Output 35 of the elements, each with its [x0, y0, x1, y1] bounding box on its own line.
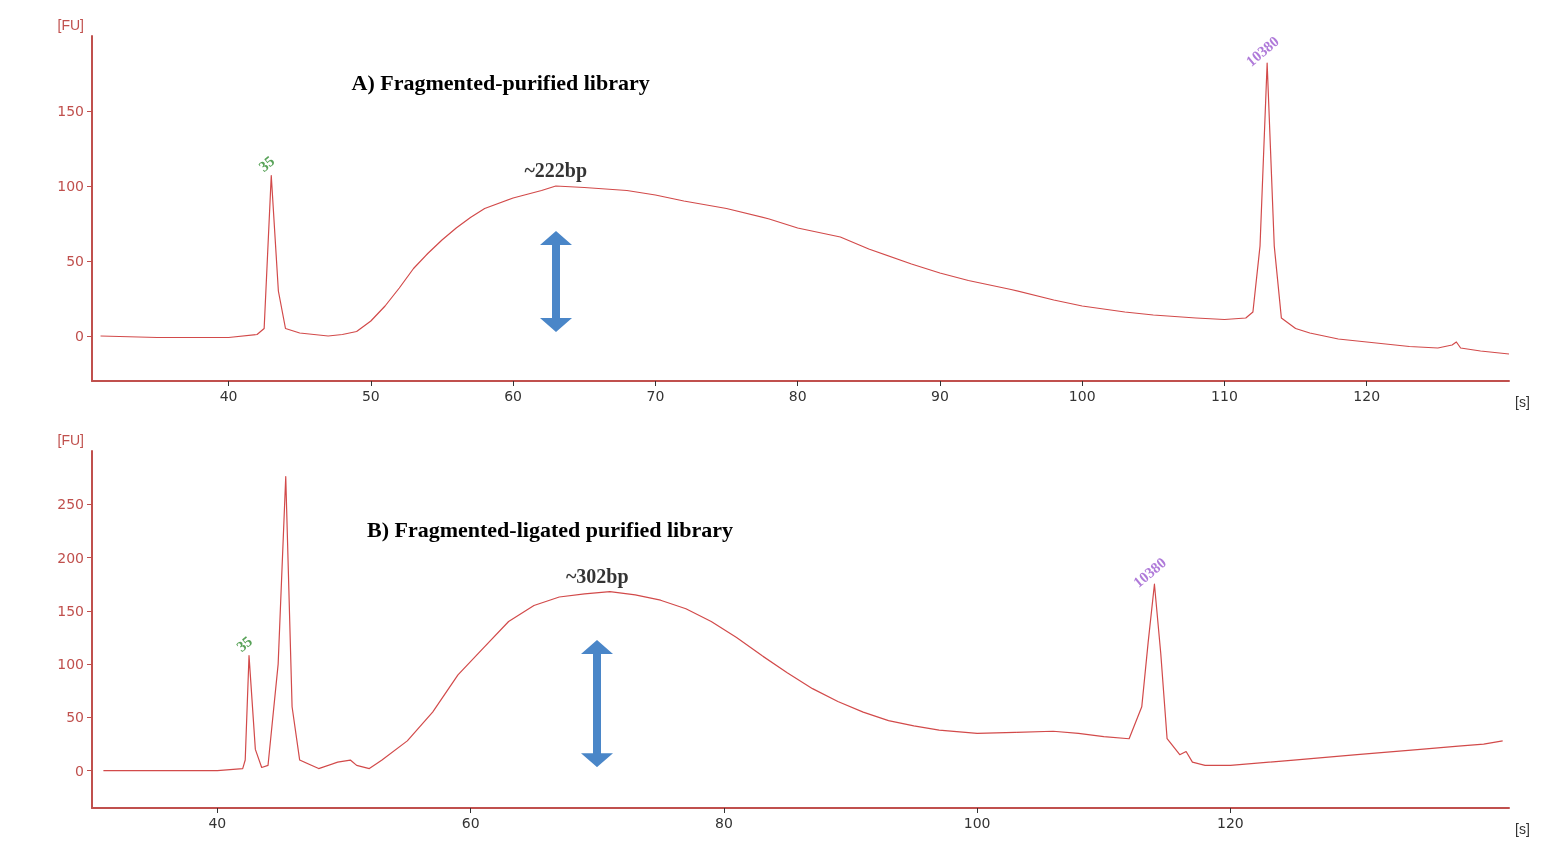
text: A) Fragmented-purified library	[351, 69, 650, 95]
text: B) Fragmented-ligated purified library	[366, 516, 733, 542]
x-tick-label: 60	[461, 815, 480, 831]
annotation: 35	[255, 152, 278, 175]
x-tick-label: 40	[219, 388, 238, 404]
line-series	[102, 475, 1504, 772]
y-tick-label: 250	[57, 496, 84, 513]
y-tick-label: 50	[66, 709, 84, 726]
x-tick-label: 60	[504, 388, 523, 404]
y-tick-label: 150	[57, 602, 84, 619]
y-tick-label: 100	[57, 178, 84, 194]
y-tick-label: 0	[75, 328, 84, 344]
y-tick-label: 50	[66, 253, 84, 269]
x-tick-label: 80	[788, 388, 807, 404]
x-tick-label: 90	[931, 388, 949, 404]
annotation: 35	[233, 632, 256, 655]
x-axis-title: [s]	[1515, 821, 1530, 837]
y-tick-label: 150	[57, 103, 84, 119]
x-tick-label: 80	[714, 815, 733, 831]
y-tick-label: 100	[57, 656, 84, 673]
x-axis-title: [s]	[1515, 394, 1530, 410]
x-tick-label: 120	[1217, 815, 1244, 831]
x-tick-label: 110	[1211, 388, 1238, 404]
y-axis-title: [FU]	[57, 432, 84, 448]
y-axis-title: [FU]	[57, 17, 84, 33]
x-tick-label: 120	[1353, 388, 1381, 404]
x-tick-label: 70	[646, 388, 665, 404]
y-tick-label: 200	[57, 549, 84, 566]
x-tick-label: 100	[1068, 388, 1096, 404]
annotation: ~302bp	[565, 564, 629, 588]
x-tick-label: 50	[361, 388, 380, 404]
annotation: ~222bp	[524, 159, 588, 182]
x-tick-label: 40	[208, 815, 227, 831]
x-tick-label: 100	[963, 815, 991, 831]
y-tick-label: 0	[75, 762, 84, 779]
